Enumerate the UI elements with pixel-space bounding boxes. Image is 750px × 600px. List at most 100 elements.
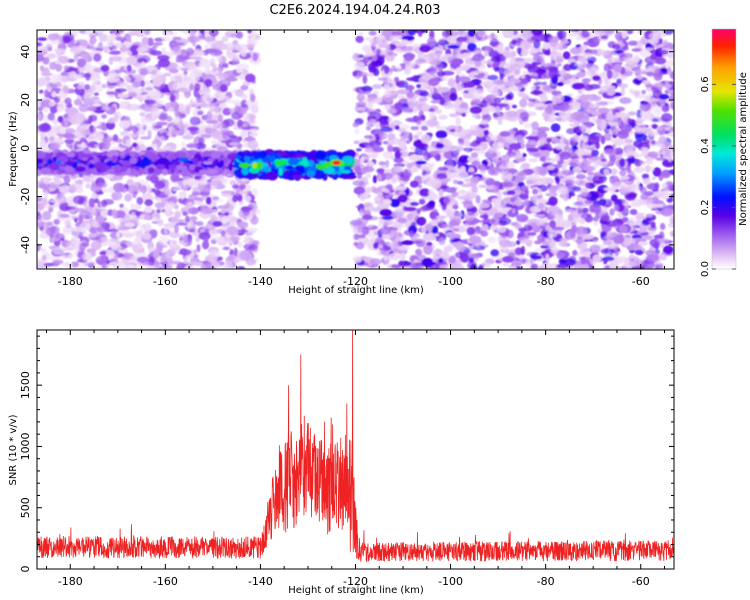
heatmap-cell xyxy=(171,216,179,225)
heatmap-cell xyxy=(603,168,610,175)
heatmap-cell xyxy=(556,251,565,260)
heatmap-cell xyxy=(88,115,93,125)
heatmap-cell xyxy=(433,46,444,52)
heatmap-cell xyxy=(624,139,634,144)
heatmap-cell xyxy=(49,142,55,151)
heatmap-cell xyxy=(189,35,195,44)
heatmap-cell xyxy=(220,230,226,236)
heatmap-cell xyxy=(358,31,364,36)
heatmap-cell xyxy=(590,67,600,72)
heatmap-cell xyxy=(505,172,513,181)
heatmap-cell xyxy=(202,115,208,122)
heatmap-cell xyxy=(547,114,557,123)
heatmap-cell xyxy=(157,58,171,68)
heatmap-cell xyxy=(572,249,578,256)
heatmap-cell xyxy=(651,124,658,129)
heatmap-cell xyxy=(502,196,511,204)
heatmap-cell xyxy=(240,130,247,138)
heatmap-cell xyxy=(568,32,579,37)
heatmap-cell xyxy=(441,70,455,76)
heatmap-cell xyxy=(585,182,595,190)
heatmap-cell xyxy=(438,137,444,145)
heatmap-cell xyxy=(111,209,118,218)
heatmap-cell xyxy=(198,137,205,145)
heatmap-cell xyxy=(237,119,244,128)
heatmap-cell xyxy=(225,54,231,59)
heatmap-cell xyxy=(422,54,431,60)
heatmap-cell xyxy=(108,56,114,66)
heatmap-cell xyxy=(466,227,476,236)
heatmap-cell xyxy=(518,227,527,233)
heatmap-cell xyxy=(186,131,191,136)
heatmap-cell xyxy=(237,241,243,248)
heatmap-cell xyxy=(412,106,418,114)
heatmap-cell xyxy=(511,208,516,215)
heatmap-cell xyxy=(73,226,86,232)
heatmap-cell xyxy=(101,140,111,150)
heatmap-cell xyxy=(546,214,555,221)
heatmap-cell xyxy=(498,163,506,173)
heatmap-cell xyxy=(209,62,215,66)
heatmap-cell xyxy=(438,114,448,120)
heatmap-cell xyxy=(85,183,91,189)
heatmap-cell xyxy=(671,150,674,157)
heatmap-cell xyxy=(623,148,635,158)
heatmap-cell xyxy=(519,111,530,121)
heatmap-cell xyxy=(136,197,144,205)
heatmap-cell xyxy=(564,209,575,213)
heatmap-cell xyxy=(618,83,629,89)
heatmap-cell xyxy=(521,162,531,170)
heatmap-cell xyxy=(398,141,407,150)
heatmap-cell xyxy=(650,131,659,136)
heatmap-cell xyxy=(43,262,54,267)
heatmap-cell xyxy=(383,255,388,261)
heatmap-cell xyxy=(573,201,584,206)
heatmap-cell xyxy=(141,36,149,45)
heatmap-cell xyxy=(248,132,258,137)
heatmap-cell xyxy=(530,90,543,95)
heatmap-cell xyxy=(41,114,50,124)
heatmap-cell xyxy=(460,165,466,173)
heatmap-cell xyxy=(193,179,206,186)
heatmap-cell xyxy=(481,224,489,231)
heatmap-cell xyxy=(225,237,231,241)
heatmap-cell xyxy=(248,128,258,133)
heatmap-cell xyxy=(558,186,569,190)
heatmap-cell xyxy=(666,132,674,137)
heatmap-cell xyxy=(410,154,418,160)
heatmap-cell xyxy=(172,187,177,192)
heatmap-cell xyxy=(355,205,365,209)
heatmap-cell xyxy=(359,193,366,202)
heatmap-cell xyxy=(659,49,669,55)
heatmap-cell xyxy=(562,51,571,60)
heatmap-cell xyxy=(177,87,188,92)
heatmap-cell xyxy=(455,67,462,75)
heatmap-cell xyxy=(613,63,623,73)
heatmap-cell xyxy=(233,247,238,257)
heatmap-cell xyxy=(484,49,489,57)
heatmap-cell xyxy=(391,264,400,269)
heatmap-cell xyxy=(41,250,49,259)
heatmap-cell xyxy=(96,30,104,36)
heatmap-cell xyxy=(152,43,158,49)
heatmap-cell xyxy=(423,245,433,255)
heatmap-cell xyxy=(589,95,594,101)
heatmap-cell xyxy=(438,178,452,182)
heatmap-cell xyxy=(132,250,145,254)
heatmap-cell xyxy=(492,113,499,118)
heatmap-cell xyxy=(455,117,461,126)
heatmap-cell xyxy=(391,240,400,249)
heatmap-cell xyxy=(651,176,656,180)
heatmap-cell xyxy=(141,261,154,266)
heatmap-cell xyxy=(196,244,201,253)
heatmap-cell xyxy=(37,213,42,220)
heatmap-cell xyxy=(198,61,207,68)
heatmap-cell xyxy=(140,80,145,88)
heatmap-cell xyxy=(549,220,557,229)
heatmap-cell xyxy=(461,113,466,117)
heatmap-cell xyxy=(49,136,55,142)
heatmap-cell xyxy=(636,94,649,99)
heatmap-cell xyxy=(505,151,517,157)
heatmap-cell xyxy=(477,202,490,209)
heatmap-cell xyxy=(425,68,438,74)
